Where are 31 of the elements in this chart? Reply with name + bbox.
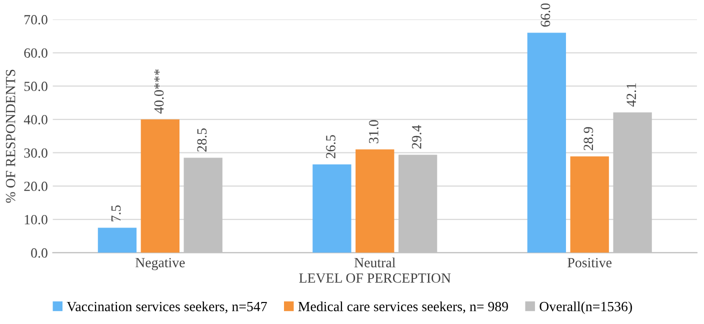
x-tick-label: Positive [568,258,612,268]
y-tick-label: 20.0 [24,182,48,192]
data-label: 40.0*** [154,69,164,114]
y-tick-label: 60.0 [24,48,48,58]
legend-label: Overall(n=1536) [540,301,632,314]
data-label: 7.5 [111,205,121,222]
y-tick-label: 0.0 [31,248,48,258]
legend-label: Vaccination services seekers, n=547 [66,301,267,314]
x-axis-title: LEVEL OF PERCEPTION [299,273,451,283]
data-label: 28.5 [197,128,207,152]
x-tick-label: Negative [135,258,185,270]
y-axis-title: % OF RESPONDENTS [6,70,16,203]
data-label: 28.9 [584,127,594,150]
data-label: 66.0 [540,3,550,27]
x-tick-label: Neutral [354,258,396,268]
y-tick-label: 10.0 [24,214,48,224]
bar [356,149,394,253]
y-tick-label: 50.0 [24,82,48,92]
y-tick-label: 70.0 [24,15,48,24]
data-label: 42.1 [626,83,636,107]
bar [312,164,352,253]
data-label: 31.0 [368,120,378,144]
y-tick-label: 40.0 [24,115,48,124]
y-tick-label: 30.0 [24,148,48,158]
bar [527,32,566,253]
data-label: 29.4 [412,125,422,149]
bar [570,156,609,253]
legend-label: Medical care services seekers, n= 989 [298,301,508,314]
bar [98,228,137,253]
bar [140,119,180,253]
data-label: 26.5 [326,135,336,158]
